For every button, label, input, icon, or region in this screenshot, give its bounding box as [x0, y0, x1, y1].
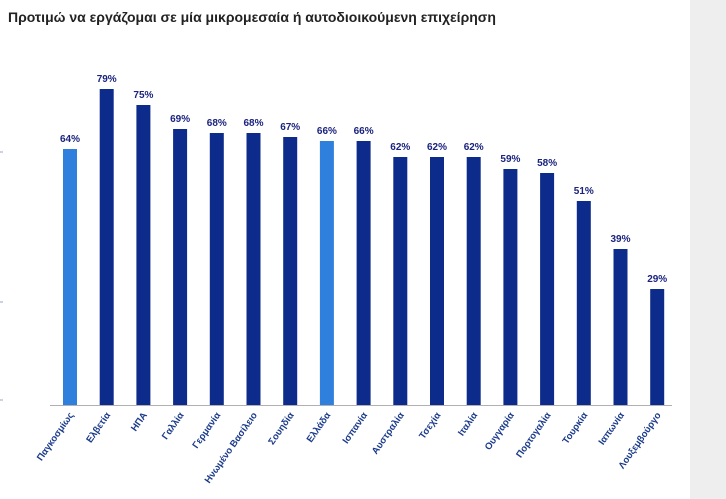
- bar: [540, 173, 555, 405]
- bar: [613, 249, 628, 405]
- bar: [173, 129, 188, 405]
- bar-value-label: 66%: [354, 126, 374, 137]
- bar: [63, 149, 77, 405]
- x-tick-label: Γαλλία: [160, 410, 187, 442]
- bar-value-label: 67%: [280, 122, 300, 133]
- chart-bars: [63, 89, 665, 405]
- bar: [503, 169, 518, 405]
- x-tick-label: Γερμανία: [190, 410, 223, 450]
- x-tick-label: ΗΠΑ: [129, 410, 150, 433]
- bar: [246, 133, 261, 405]
- x-tick-label: Τουρκία: [561, 410, 591, 446]
- bar: [430, 157, 444, 405]
- chart-axes: [0, 151, 672, 406]
- bar-value-label: 64%: [60, 134, 80, 145]
- bar-value-label: 29%: [647, 274, 667, 285]
- bar: [136, 105, 151, 405]
- x-tick-label: Ελλάδα: [305, 410, 334, 444]
- x-tick-label: Τσεχία: [417, 410, 443, 441]
- bar-value-label: 68%: [243, 118, 263, 129]
- bar-value-label: 62%: [427, 142, 447, 153]
- bar-value-label: 62%: [464, 142, 484, 153]
- x-tick-label: Ιταλία: [456, 410, 480, 438]
- x-tick-label: Σουηδία: [266, 410, 296, 447]
- bar: [319, 141, 334, 405]
- bar-value-label: 58%: [537, 158, 557, 169]
- x-tick-label: Ελβετία: [84, 410, 113, 445]
- bar-value-label: 59%: [500, 154, 520, 165]
- bar: [393, 157, 408, 405]
- bar-value-label: 75%: [133, 90, 153, 101]
- bar: [99, 89, 114, 405]
- bar-value-label: 66%: [317, 126, 337, 137]
- bar: [650, 289, 665, 405]
- chart-value-labels: 64% 79% 75% 69% 68% 68% 67% 66% 66% 62% 62% 62% 59% 5…: [60, 74, 667, 285]
- bar-value-label: 62%: [390, 142, 410, 153]
- bar: [356, 141, 371, 405]
- x-tick-label: Παγκοσμίως: [35, 410, 77, 463]
- bar: [209, 133, 224, 405]
- x-tick-label: Ιαπωνία: [597, 410, 627, 447]
- bar: [283, 137, 298, 405]
- bar: [576, 201, 591, 405]
- x-tick-label: Αυστραλία: [370, 410, 407, 456]
- bar-value-label: 51%: [574, 186, 594, 197]
- bar: [466, 157, 481, 405]
- bar-value-label: 79%: [97, 74, 117, 85]
- x-tick-label: Ισπανία: [341, 410, 371, 446]
- x-tick-label: Ουγγαρία: [483, 410, 517, 452]
- chart-title: Προτιμώ να εργάζομαι σε μία μικρομεσαία …: [8, 9, 496, 25]
- chart-tick-labels: Παγκοσμίως Ελβετία ΗΠΑ Γαλλία ΓερμανίαΗνωμέν…: [35, 410, 664, 485]
- bar-value-label: 69%: [170, 114, 190, 125]
- bar-value-label: 39%: [610, 234, 630, 245]
- side-panel: [690, 0, 726, 499]
- bar-chart: 64% 79% 75% 69% 68% 68% 67% 66% 66% 62% 62% 62% 59% 5…: [0, 74, 672, 486]
- x-tick-label: Πορτογαλία: [514, 410, 553, 460]
- bar-value-label: 68%: [207, 118, 227, 129]
